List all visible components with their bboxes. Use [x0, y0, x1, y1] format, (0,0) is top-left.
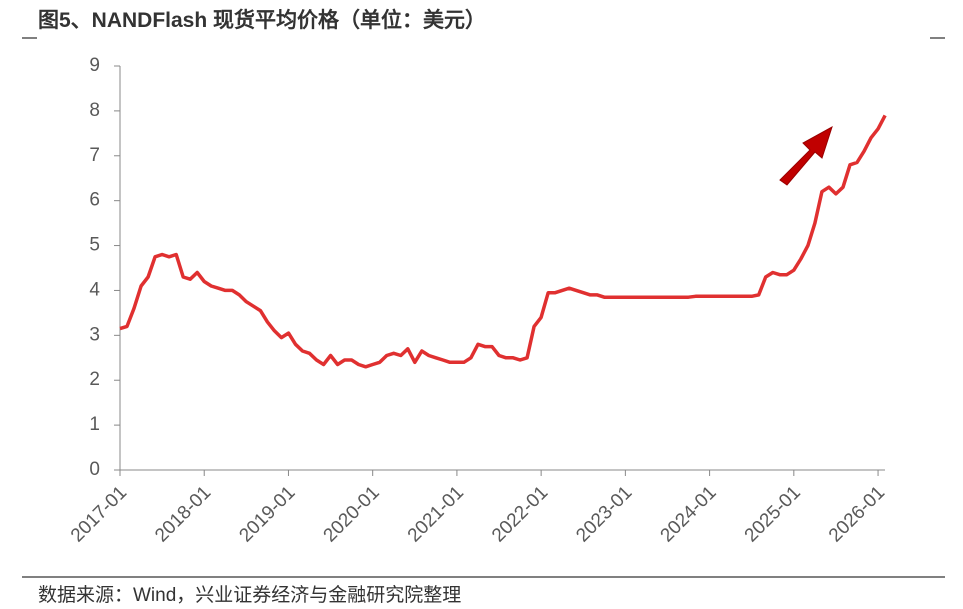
x-tick-label: 2018-01 [151, 482, 215, 546]
x-tick-label: 2026-01 [825, 482, 889, 546]
x-tick-label: 2022-01 [488, 482, 552, 546]
x-tick-label: 2021-01 [404, 482, 468, 546]
data-line [119, 114, 887, 369]
y-tick-label: 6 [89, 190, 100, 211]
y-tick-label: 0 [89, 459, 100, 480]
y-tick-label: 4 [89, 279, 100, 300]
y-tick-label: 3 [89, 324, 100, 345]
y-tick-label: 2 [89, 369, 100, 390]
source-note: 数据来源：Wind，兴业证券经济与金融研究院整理 [38, 584, 461, 606]
chart-title: 图5、NANDFlash 现货平均价格（单位：美元） [38, 8, 486, 32]
x-tick-label: 2024-01 [657, 482, 721, 546]
x-tick-label: 2019-01 [235, 482, 299, 546]
trend-arrow [779, 125, 833, 186]
y-tick-label: 9 [89, 55, 100, 76]
y-tick-label: 8 [89, 100, 100, 121]
x-tick-label: 2023-01 [572, 482, 636, 546]
y-tick-label: 1 [89, 414, 100, 435]
arrow-shape [779, 125, 833, 186]
x-tick-label: 2025-01 [741, 482, 805, 546]
x-tick-label: 2017-01 [67, 482, 131, 546]
y-tick-label: 5 [89, 235, 100, 256]
y-tick-label: 7 [89, 145, 100, 166]
x-tick-label: 2020-01 [320, 482, 384, 546]
